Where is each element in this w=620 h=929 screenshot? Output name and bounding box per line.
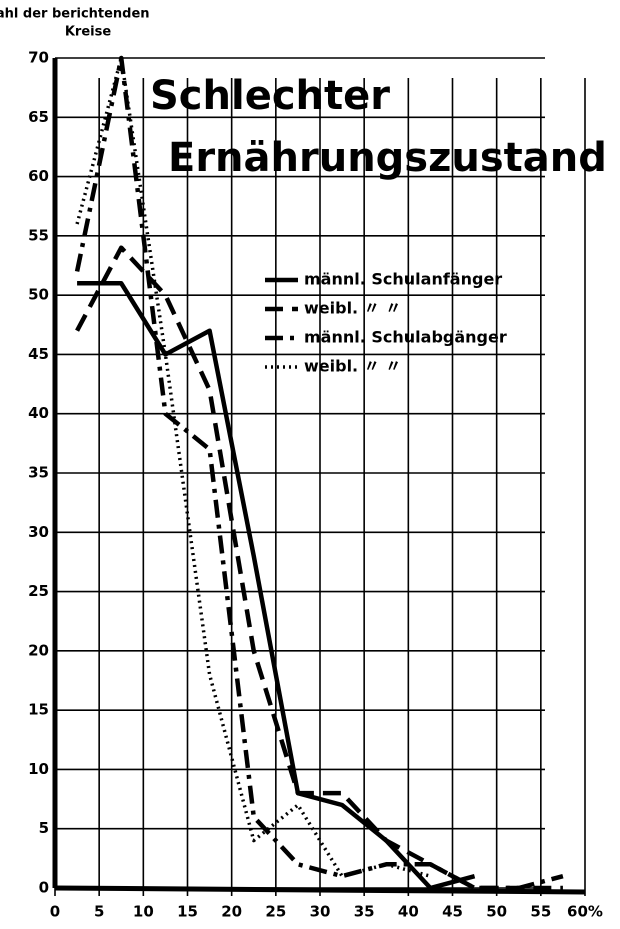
x-tick-label: 50 [486, 903, 507, 921]
y-tick-label: 40 [28, 404, 49, 422]
y-tick-label: 5 [39, 819, 49, 837]
chart-title: Schlechter [150, 73, 390, 119]
series-line [77, 281, 476, 891]
x-tick-label: 40 [398, 903, 419, 921]
x-tick-label: 15 [177, 903, 198, 921]
y-tick-label: 45 [28, 345, 49, 363]
x-tick-label: 10 [133, 903, 154, 921]
x-tick-label: 60% [567, 903, 603, 921]
y-axis-label: Zahl der berichtenden [0, 7, 150, 22]
y-tick-label: 55 [28, 226, 49, 244]
x-tick-label: 30 [310, 903, 331, 921]
legend-label: weibl. 〃 〃 [304, 357, 401, 376]
legend-label: männl. Schulanfänger [304, 270, 502, 289]
y-tick-label: 70 [28, 49, 49, 67]
y-tick-label: 60 [28, 167, 49, 185]
y-tick-label: 35 [28, 464, 49, 482]
x-tick-label: 45 [442, 903, 463, 921]
y-tick-label: 25 [28, 582, 49, 600]
y-tick-label: 50 [28, 286, 49, 304]
x-tick-label: 55 [530, 903, 551, 921]
series-line [74, 55, 564, 891]
series-line [75, 56, 431, 878]
x-tick-label: 20 [221, 903, 242, 921]
x-tick-label: 25 [265, 903, 286, 921]
x-tick-label: 35 [354, 903, 375, 921]
y-axis-label: Kreise [65, 25, 111, 40]
x-axis [54, 885, 586, 895]
x-tick-label: 5 [94, 903, 104, 921]
y-tick-label: 65 [28, 108, 49, 126]
legend-label: männl. Schulabgänger [304, 328, 507, 347]
y-tick-label: 10 [28, 760, 49, 778]
y-tick-label: 0 [39, 879, 49, 897]
chart-title: Ernährungszustand [168, 135, 607, 181]
x-tick-label: 0 [50, 903, 60, 921]
y-tick-label: 15 [28, 701, 49, 719]
legend-label: weibl. 〃 〃 [304, 299, 401, 318]
y-tick-label: 30 [28, 523, 49, 541]
y-tick-label: 20 [28, 641, 49, 659]
